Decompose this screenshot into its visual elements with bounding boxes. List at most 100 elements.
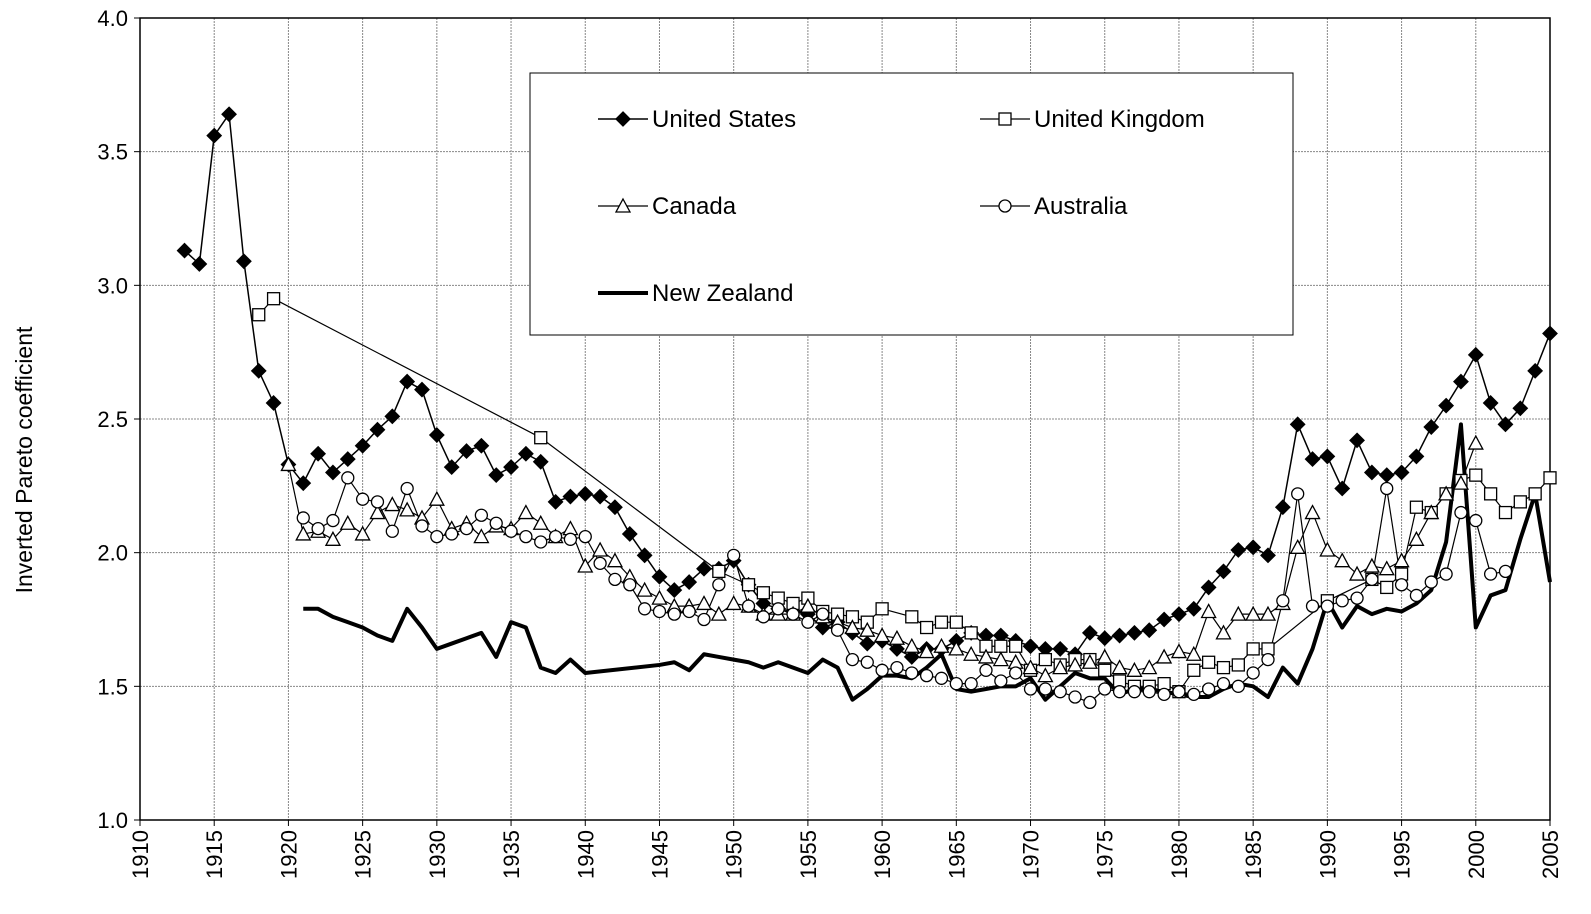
marker: [741, 599, 756, 613]
marker: [1187, 687, 1201, 702]
marker: [1363, 464, 1380, 481]
marker: [1348, 565, 1366, 581]
marker: [1066, 656, 1084, 672]
x-tick-label: 1920: [276, 830, 301, 879]
legend: United States United Kingdom Canada Austral…: [529, 72, 1294, 336]
marker: [992, 651, 1009, 667]
marker: [400, 481, 414, 496]
marker: [1469, 513, 1483, 528]
marker: [562, 488, 579, 505]
marker: [934, 671, 949, 685]
marker: [235, 253, 252, 270]
marker: [1424, 575, 1438, 589]
marker: [1380, 580, 1394, 595]
marker: [384, 408, 401, 425]
marker: [1274, 499, 1291, 516]
marker: [280, 456, 297, 472]
marker: [905, 666, 919, 680]
marker: [1201, 682, 1216, 696]
marker: [1081, 624, 1098, 641]
marker: [369, 421, 386, 438]
marker: [1216, 677, 1231, 691]
marker: [614, 197, 632, 213]
marker: [458, 443, 475, 459]
marker: [1022, 638, 1039, 655]
marker: [919, 668, 934, 683]
marker: [786, 607, 800, 621]
marker: [1289, 538, 1306, 554]
marker: [1096, 648, 1113, 664]
marker: [534, 431, 548, 445]
marker: [1141, 659, 1158, 675]
marker: [1467, 434, 1484, 450]
x-tick-label: 1985: [1241, 830, 1266, 879]
marker: [1408, 448, 1425, 465]
marker: [636, 547, 653, 564]
x-tick-label: 2005: [1538, 830, 1563, 879]
y-tick-label: 3.5: [97, 140, 128, 165]
marker: [636, 581, 653, 597]
marker: [615, 111, 631, 127]
marker: [1289, 416, 1306, 433]
x-tick-label: 1990: [1315, 830, 1340, 879]
marker: [845, 652, 860, 667]
legend-box: [529, 72, 1294, 336]
marker: [1230, 605, 1247, 621]
marker: [1497, 416, 1514, 433]
marker: [459, 521, 474, 536]
marker: [577, 485, 594, 502]
x-tick-label: 1955: [796, 830, 821, 879]
marker: [1068, 690, 1082, 704]
marker: [874, 627, 891, 643]
marker: [695, 595, 713, 611]
marker: [296, 511, 310, 525]
marker: [964, 677, 978, 691]
marker: [1482, 395, 1499, 411]
marker: [918, 643, 935, 659]
marker: [474, 508, 489, 522]
marker: [428, 427, 445, 443]
marker: [710, 605, 727, 621]
marker: [1231, 658, 1245, 672]
marker: [1261, 652, 1275, 667]
marker: [1246, 642, 1260, 656]
marker: [1452, 474, 1470, 490]
marker: [325, 464, 341, 481]
marker: [295, 475, 312, 492]
marker: [1291, 487, 1305, 501]
marker: [1483, 487, 1498, 501]
marker: [696, 560, 712, 577]
marker: [1438, 397, 1455, 414]
marker: [354, 525, 371, 541]
marker: [1498, 564, 1513, 579]
marker: [1467, 346, 1484, 363]
marker: [221, 106, 237, 123]
series-line: [302, 477, 1506, 703]
marker: [859, 635, 876, 652]
marker: [1320, 599, 1335, 613]
y-axis-label: Inverted Pareto coefficient: [11, 326, 37, 593]
legend-label: United States: [652, 106, 796, 133]
marker: [385, 524, 399, 538]
marker: [1469, 468, 1483, 482]
marker: [563, 532, 578, 546]
marker: [979, 663, 993, 677]
marker: [548, 529, 563, 544]
marker: [1187, 663, 1201, 677]
marker: [1156, 648, 1173, 664]
legend-label: Australia: [1034, 193, 1128, 220]
marker: [1112, 685, 1127, 699]
marker: [355, 492, 370, 506]
marker: [1053, 685, 1067, 699]
marker: [667, 607, 681, 621]
y-tick-label: 2.0: [97, 541, 128, 566]
marker: [830, 623, 845, 637]
marker: [339, 514, 356, 530]
marker: [621, 526, 638, 542]
marker: [637, 602, 652, 616]
marker: [250, 362, 267, 379]
y-tick-label: 4.0: [97, 6, 128, 31]
marker: [801, 615, 815, 629]
marker: [666, 582, 683, 599]
